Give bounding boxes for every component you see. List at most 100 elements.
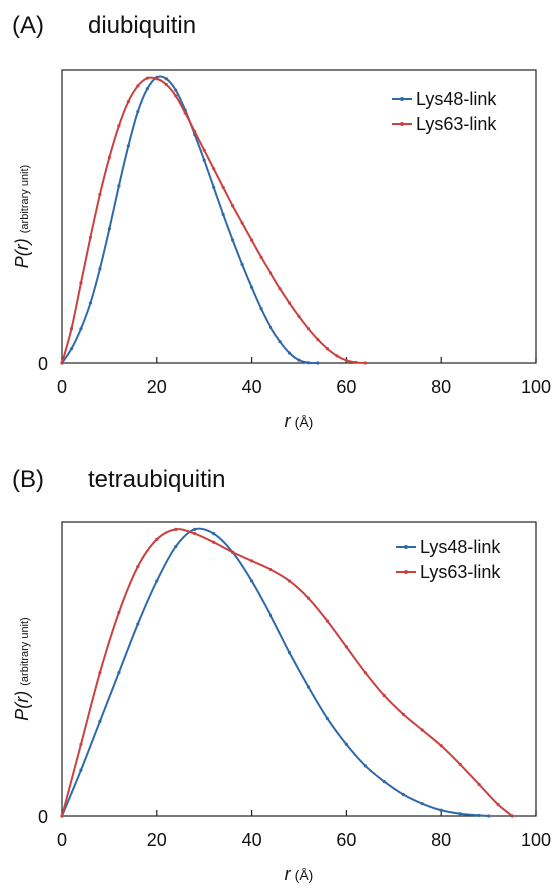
chart-a-legend-label: Lys48-link: [416, 89, 497, 109]
chart-b-legend-label: Lys48-link: [420, 537, 501, 557]
chart-b-x-tick-label: 0: [57, 830, 67, 850]
chart-a-series-lys48-link-point: [259, 307, 263, 311]
chart-a-series-lys63-link-point: [363, 361, 367, 365]
chart-a-series-lys48-link-point: [306, 361, 311, 365]
chart-a-legend-marker: [400, 122, 404, 126]
chart-b-series-lys48-link-point: [250, 579, 254, 583]
chart-a-series-lys63-link-point: [297, 314, 301, 319]
chart-b-series-lys63-link-point: [193, 532, 197, 536]
chart-b-y-axis-label: P(r)(arbitrary unit): [12, 617, 32, 720]
chart-a-x-tick-label: 80: [431, 377, 451, 397]
chart-a-series-lys63-link-point: [98, 192, 102, 197]
chart-b-series-lys48-link-point: [136, 622, 140, 626]
chart-a-series-lys48-link-point: [278, 339, 282, 344]
chart-b-series-lys48-link-point: [344, 742, 348, 746]
chart-b-series-lys48-link-point: [212, 532, 216, 536]
chart-b-series-lys63-link-point: [174, 527, 178, 531]
chart-b-series-lys63-link-point: [231, 550, 235, 554]
chart-a-series-lys63-link-point: [354, 360, 358, 365]
chart-b-series-lys48-link-point: [306, 685, 311, 689]
chart-a-series-lys48-link-point: [79, 327, 83, 331]
chart-b-series-lys48-link-point: [477, 813, 481, 818]
chart-a-series-lys48-link-line: [61, 75, 318, 365]
chart-a-series-lys48-link-point: [316, 361, 320, 365]
chart-a-series-lys48-link-point: [88, 301, 93, 305]
chart-a-series-lys48-link-point: [240, 262, 244, 267]
chart-b-series-lys48-link-point: [193, 527, 197, 531]
chart-b-x-tick-label: 60: [336, 830, 356, 850]
chart-a-series-lys63-link-point: [316, 337, 320, 342]
chart-a-series-lys63-link-point: [325, 347, 330, 351]
chart-a-series-lys48-link-point: [145, 87, 149, 91]
chart-a-series-lys63-link-point: [335, 354, 339, 358]
chart-a-series-lys63-link-point: [145, 76, 149, 80]
chart-a-series-lys63-link-point: [268, 271, 273, 275]
chart-a-series-lys63-link-point: [79, 281, 83, 285]
chart-a-series-lys48-link-point: [126, 144, 130, 148]
chart-a-series-lys63-link-point: [183, 111, 187, 115]
panel-a-heading: (A) diubiquitin: [12, 12, 196, 40]
chart-a-x-tick-label: 20: [147, 377, 167, 397]
chart-b-x-tick-label: 20: [147, 830, 167, 850]
chart-a-x-tick-label: 0: [57, 377, 67, 397]
chart-a-series-lys48-link-point: [268, 325, 273, 329]
chart-b-legend-label: Lys63-link: [420, 562, 501, 582]
chart-a-series-lys63-link-point: [240, 221, 244, 225]
chart-a-series-lys63-link-point: [69, 327, 74, 331]
chart-b-series-lys63-link-point: [510, 814, 514, 818]
chart-a-series-lys63-link-point: [259, 255, 263, 259]
chart-b-series-lys48-link-point: [458, 812, 462, 816]
chart-b-series-lys63-link-point: [420, 728, 424, 732]
chart-b-x-tick-label: 80: [431, 830, 451, 850]
chart-a-series-lys48-link-point: [98, 267, 102, 271]
chart-a-series-lys48-link-point: [202, 158, 206, 162]
chart-a-y-axis-label: P(r)(arbitrary unit): [12, 165, 32, 268]
chart-a-legend-label: Lys63-link: [416, 114, 497, 134]
chart-a-series-lys63-link-point: [231, 204, 235, 208]
chart-b-series-lys48-link-point: [155, 579, 159, 583]
chart-b-series-lys63-link-point: [117, 610, 121, 615]
chart-a-series-lys48-link-point: [136, 110, 140, 114]
chart-a-series-lys48-link-point: [69, 347, 74, 351]
chart-b-series-lys63-link-point: [287, 579, 292, 583]
panel-b-heading: (B) tetraubiquitin: [12, 466, 225, 494]
chart-a-series-lys63-link-point: [287, 301, 292, 305]
chart-a-series-lys63-link-point: [155, 77, 159, 81]
chart-a-series-lys63-link-point: [164, 82, 168, 87]
chart-b-legend-marker: [404, 545, 408, 549]
chart-a-plot-frame: [61, 69, 537, 364]
chart-b-series-lys63-link-point: [212, 540, 216, 544]
chart-b-x-tick-label: 100: [521, 830, 551, 850]
chart-b-x-axis-label: r (Å): [285, 864, 314, 884]
chart-b-series-lys48-link-point: [174, 544, 178, 549]
chart-b-series-lys48-link-point: [439, 808, 443, 812]
chart-a-x-tick-label: 40: [242, 377, 262, 397]
chart-b-series-lys48-link-point: [420, 802, 424, 806]
chart-a-series-lys48-link-point: [297, 358, 301, 362]
chart-b-series-lys48-link-point: [401, 792, 405, 797]
chart-b-series-lys48-link-point: [363, 764, 367, 768]
chart-a-series-lys63-link-point: [136, 84, 140, 88]
chart-a-series-lys48-link-point: [174, 88, 178, 92]
chart-b-series-lys63-link-point: [325, 619, 330, 623]
chart-a-x-tick-label: 60: [336, 377, 356, 397]
chart-b-series-lys63-link-point: [458, 762, 462, 767]
chart-a-series-lys63-link-point: [107, 155, 111, 159]
chart-b-legend-marker: [404, 570, 408, 574]
panel-a-letter: (A): [12, 12, 44, 39]
chart-a-series-lys63-link-point: [88, 235, 93, 239]
chart-b-series-lys63-link-point: [268, 567, 273, 572]
chart-a-legend-marker: [400, 97, 404, 101]
chart-b-series-lys48-link-point: [98, 719, 102, 724]
chart-b-plot-frame: [61, 521, 537, 817]
chart-b-series-lys63-link-point: [60, 814, 64, 818]
chart-b-series-lys48-link-line: [61, 527, 489, 817]
chart-a-y-tick-label: 0: [38, 354, 48, 374]
chart-a-x-tick-label: 100: [521, 377, 551, 397]
chart-b-series-lys48-link-point: [287, 651, 292, 655]
chart-a-series-lys63-link-point: [250, 238, 254, 242]
chart-a-series-lys63-link-point: [60, 361, 64, 365]
chart-b-series-lys63-link-point: [477, 782, 481, 787]
chart-b-series-lys63-link-point: [363, 671, 367, 675]
chart-a-series-lys63-link-point: [221, 185, 225, 189]
